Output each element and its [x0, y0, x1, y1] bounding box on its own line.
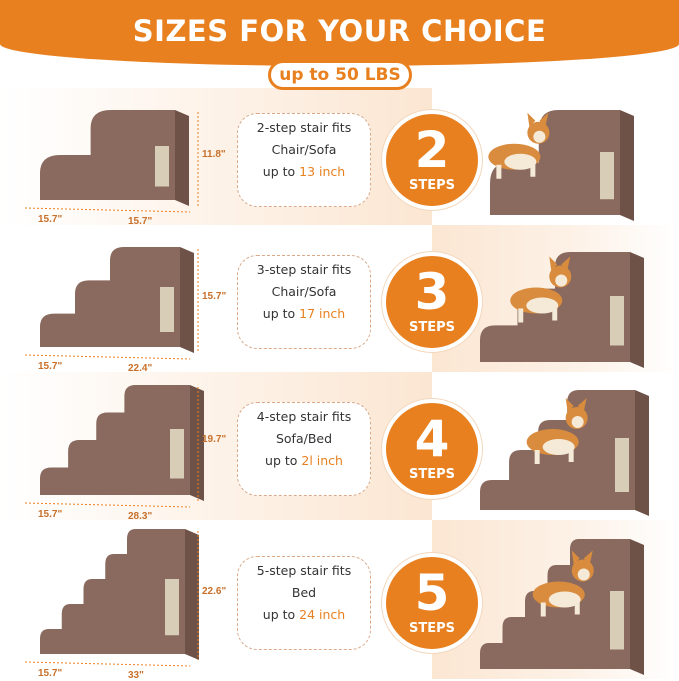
step-count-badge: 4 STEPS [382, 399, 482, 499]
width-dimension: 33" [128, 670, 144, 681]
fit-description: 3-step stair fits Chair/Sofa up to 17 in… [237, 254, 371, 349]
stair-row-2: 11.8" 15.7" 15.7" 2-step stair fits Chai… [0, 88, 679, 227]
fit-description: 2-step stair fits Chair/Sofa up to 13 in… [237, 112, 371, 207]
furniture-type: Bed [291, 584, 317, 600]
height-line: up to 24 inch [238, 604, 370, 626]
stair-body [40, 529, 185, 654]
stair-side [635, 390, 649, 516]
stair-side [180, 247, 194, 353]
width-dimension: 28.3" [128, 511, 153, 522]
height-dimension: 11.8" [202, 149, 226, 160]
scratch-pad [170, 429, 184, 479]
scratch-pad [165, 579, 179, 636]
furniture-type: Chair/Sofa [271, 141, 337, 157]
height-dimension: 19.7" [202, 434, 227, 445]
steps-label: STEPS [408, 177, 455, 193]
stair-illustration [24, 247, 644, 368]
height-prefix: up to [262, 163, 300, 179]
step-count-badge: 2 STEPS [382, 109, 482, 210]
stair-side [630, 252, 644, 368]
scratch-pad [160, 287, 174, 332]
corgi-image [488, 112, 550, 179]
stair-illustration [24, 110, 634, 221]
corgi-image [510, 256, 572, 323]
fit-description: 4-step stair fits Sofa/Bed up to 2l inch [237, 402, 371, 496]
fit-line: 3-step stair fits [256, 261, 352, 277]
height-line: up to 2l inch [238, 450, 370, 472]
stair-side [630, 539, 644, 675]
width-dimension: 15.7" [128, 216, 153, 227]
height-line: up to 13 inch [238, 161, 370, 183]
step-number: 3 [414, 262, 450, 321]
step-number: 2 [414, 120, 450, 179]
stair-side [185, 529, 199, 660]
scratch-pad [610, 591, 624, 650]
scratch-pad [615, 438, 629, 492]
steps-label: STEPS [408, 620, 455, 636]
steps-label: STEPS [408, 319, 455, 335]
fit-description: 5-step stair fits Bed up to 24 inch [237, 555, 371, 650]
stair-side [175, 110, 189, 206]
scratch-pad [600, 152, 614, 200]
fit-line: 4-step stair fits [256, 409, 352, 424]
depth-dimension: 15.7" [38, 214, 63, 225]
stair-body [40, 110, 175, 200]
height-prefix: up to [262, 305, 300, 321]
fit-height: 17 inch [299, 305, 346, 321]
scratch-pad [155, 146, 169, 187]
stair-row-3: 15.7" 15.7" 22.4" 3-step stair fits Chai… [0, 225, 679, 374]
stair-body [490, 110, 620, 215]
furniture-type: Sofa/Bed [275, 431, 333, 446]
fit-height: 2l inch [301, 453, 343, 468]
scratch-pad [610, 296, 624, 346]
step-count-badge: 3 STEPS [382, 251, 482, 352]
height-prefix: up to [262, 606, 300, 622]
depth-dimension: 15.7" [38, 361, 63, 372]
height-dimension: 22.6" [202, 585, 227, 597]
corgi-image [532, 550, 594, 617]
header-banner [0, 0, 679, 66]
stair-body [40, 385, 190, 495]
furniture-type: Chair/Sofa [271, 283, 337, 299]
height-dimension: 15.7" [202, 291, 227, 302]
steps-label: STEPS [408, 467, 455, 482]
stair-row-5: 22.6" 15.7" 33" 5-step stair fits Bed up… [0, 520, 679, 681]
width-dimension: 22.4" [128, 363, 153, 374]
stair-body [40, 247, 180, 347]
depth-dimension: 15.7" [38, 509, 63, 520]
fit-height: 24 inch [299, 606, 346, 622]
fit-line: 5-step stair fits [256, 562, 352, 578]
page-title: SIZES FOR YOUR CHOICE [132, 14, 547, 48]
stair-row-4: 19.7" 15.7" 28.3" 4-step stair fits Sofa… [0, 372, 679, 522]
height-prefix: up to [265, 453, 302, 468]
height-line: up to 17 inch [238, 303, 370, 325]
stair-illustration [24, 385, 649, 516]
stair-side [190, 385, 204, 501]
step-number: 4 [414, 410, 450, 468]
stair-illustration [24, 529, 644, 675]
step-number: 5 [414, 563, 450, 622]
step-count-badge: 5 STEPS [382, 552, 482, 653]
fit-height: 13 inch [299, 163, 346, 179]
corgi-image [526, 398, 588, 464]
stair-side [620, 110, 634, 221]
weight-badge: up to 50 LBS [268, 60, 412, 90]
depth-dimension: 15.7" [38, 668, 63, 679]
fit-line: 2-step stair fits [256, 119, 352, 135]
